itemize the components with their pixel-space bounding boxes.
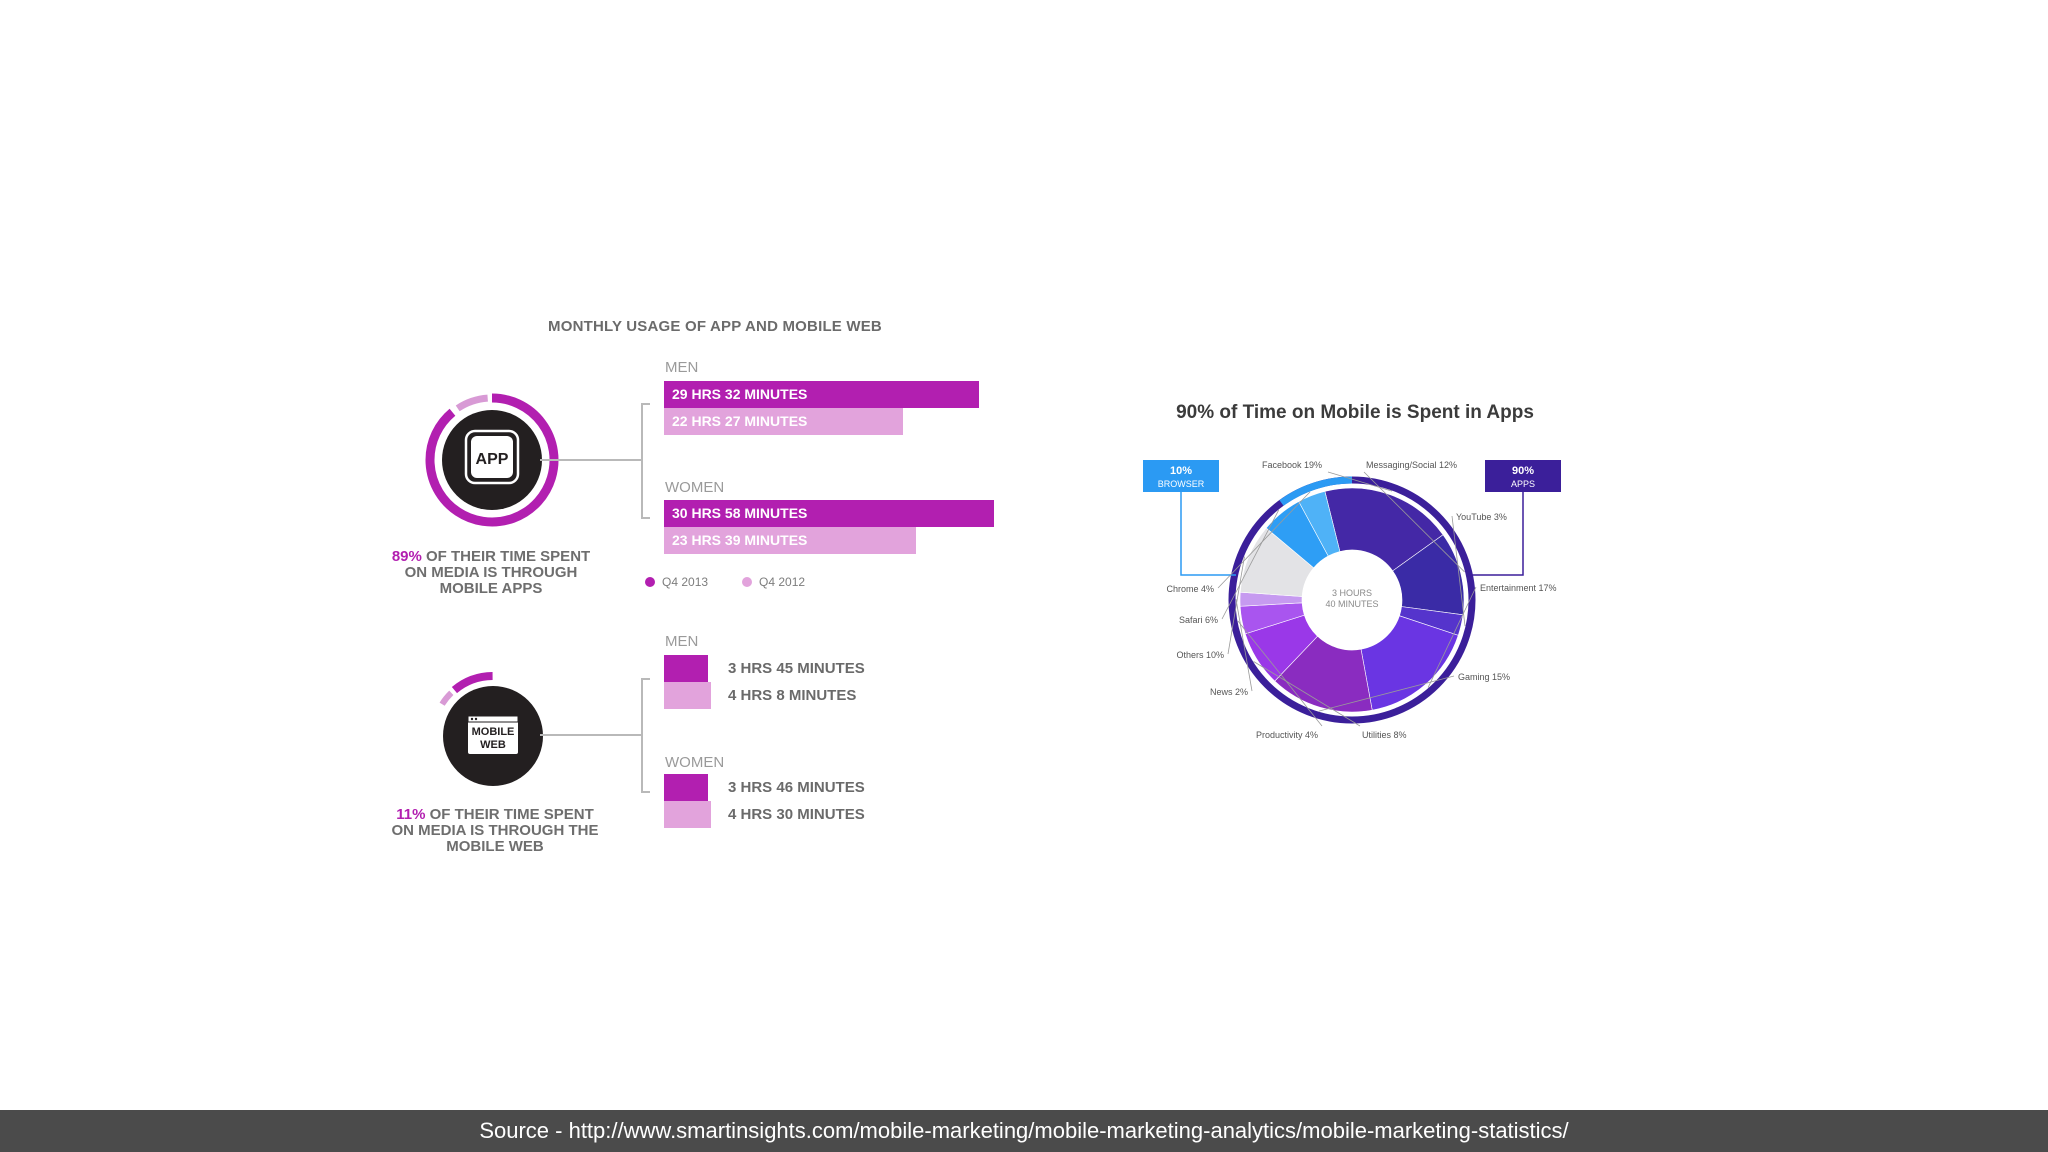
- browser-share-box: [1143, 460, 1219, 492]
- browser-outer-ring: [1279, 476, 1353, 506]
- browser-leader: [1180, 492, 1236, 576]
- donut-leader-line: [1318, 675, 1455, 712]
- web-icon-label-2: WEB: [480, 739, 506, 751]
- web-icon-window: [468, 716, 518, 754]
- donut-leader-line: [1363, 471, 1465, 573]
- web-women-q4-2013-square: [664, 774, 708, 801]
- donut-leader-line: [1235, 599, 1253, 692]
- apps-share-box: [1485, 460, 1561, 492]
- donut-label-safari: Safari 6%: [1179, 615, 1218, 625]
- legend-q4-2012-label: Q4 2012: [759, 575, 806, 589]
- web-ring-q4-2013: [451, 672, 493, 694]
- donut-leader-line: [1451, 515, 1466, 627]
- app-ring-q4-2012: [455, 394, 489, 412]
- legend-dot-q4-2012: [742, 577, 752, 587]
- app-ring-q4-2013: [425, 393, 559, 527]
- app-usage-ring: APP: [425, 393, 559, 527]
- web-men-q4-2013-label: 3 HRS 45 MINUTES: [728, 660, 865, 677]
- web-icon-label-1: MOBILE: [472, 726, 515, 738]
- web-men-label: MEN: [665, 633, 699, 650]
- app-caption-line1: OF THEIR TIME SPENT: [421, 548, 591, 565]
- app-icon-tile: [471, 436, 513, 478]
- donut-leader-line: [1253, 661, 1361, 727]
- donut-label-productivity: Productivity 4%: [1256, 730, 1318, 740]
- source-footer: Source - http://www.smartinsights.com/mo…: [0, 1110, 2048, 1152]
- web-bracket: [540, 678, 650, 793]
- web-caption-pct: 11%: [396, 806, 426, 823]
- donut-leader-line: [1327, 471, 1393, 492]
- app-bracket: [540, 403, 650, 519]
- donut-leader-line: [1227, 556, 1245, 655]
- web-usage-ring: MOBILE WEB: [439, 672, 543, 786]
- web-women-q4-2012-square: [664, 801, 711, 828]
- donut-leader-line: [1237, 620, 1323, 727]
- app-icon-label: APP: [476, 451, 509, 468]
- browser-share-pct: 10%: [1170, 465, 1192, 477]
- donut-leader-line: [1217, 491, 1311, 589]
- app-caption-pct: 89%: [391, 548, 422, 565]
- bar-app-men-q4-2013: 29 HRS 32 MINUTES: [664, 381, 979, 408]
- legend-q4-2013-label: Q4 2013: [662, 575, 709, 589]
- donut-leader-line: [1221, 509, 1280, 620]
- web-men-q4-2012-label: 4 HRS 8 MINUTES: [728, 687, 857, 704]
- bar-label: 29 HRS 32 MINUTES: [672, 386, 808, 402]
- donut-chart: 3 HOURS 40 MINUTES 10% BROWSER 90% APPS …: [1143, 460, 1561, 740]
- donut-label-youtube: YouTube 3%: [1456, 512, 1507, 522]
- donut-hole: [1302, 550, 1402, 650]
- bar-label: 30 HRS 58 MINUTES: [672, 505, 808, 521]
- web-caption-line2: ON MEDIA IS THROUGH THE: [391, 822, 599, 839]
- web-women-label: WOMEN: [665, 754, 725, 771]
- donut-center-line-1: 3 HOURS: [1332, 588, 1372, 598]
- web-women-q4-2012-label: 4 HRS 30 MINUTES: [728, 806, 865, 823]
- apps-share-pct: 90%: [1512, 465, 1534, 477]
- app-caption: 89% OF THEIR TIME SPENT ON MEDIA IS THRO…: [371, 549, 611, 597]
- donut-chart-title: 90% of Time on Mobile is Spent in Apps: [1176, 402, 1534, 423]
- donut-center-line-2: 40 MINUTES: [1325, 599, 1378, 609]
- donut-label-others: Others 10%: [1176, 650, 1224, 660]
- bar-app-women-q4-2013: 30 HRS 58 MINUTES: [664, 500, 994, 527]
- donut-label-entertainment: Entertainment 17%: [1480, 583, 1557, 593]
- web-caption-line3: MOBILE WEB: [446, 838, 544, 855]
- donut-label-utilities: Utilities 8%: [1362, 730, 1407, 740]
- app-icon-frame: [464, 429, 520, 485]
- apps-leader: [1472, 492, 1524, 576]
- left-chart-title: MONTHLY USAGE OF APP AND MOBILE WEB: [548, 318, 882, 335]
- legend-q4-2013: Q4 2013: [645, 575, 708, 589]
- app-caption-line2: ON MEDIA IS THROUGH: [404, 564, 578, 581]
- web-caption: 11% OF THEIR TIME SPENT ON MEDIA IS THRO…: [375, 807, 615, 855]
- bar-app-men-q4-2012: 22 HRS 27 MINUTES: [664, 408, 904, 435]
- legend-dot-q4-2013: [645, 577, 655, 587]
- browser-share-label: BROWSER: [1158, 479, 1205, 489]
- web-men-q4-2012-square: [664, 682, 711, 709]
- app-women-label: WOMEN: [665, 479, 725, 496]
- web-caption-line1: OF THEIR TIME SPENT: [425, 806, 594, 823]
- donut-leader-line: [1427, 586, 1477, 688]
- bar-label: 22 HRS 27 MINUTES: [672, 413, 808, 429]
- donut-label-messaging-social: Messaging/Social 12%: [1366, 460, 1457, 470]
- app-caption-line3: MOBILE APPS: [439, 580, 543, 597]
- web-men-q4-2013-square: [664, 655, 708, 682]
- bar-app-women-q4-2012: 23 HRS 39 MINUTES: [664, 527, 917, 554]
- apps-share-label: APPS: [1511, 479, 1535, 489]
- donut-label-chrome: Chrome 4%: [1166, 584, 1214, 594]
- donut-label-facebook: Facebook 19%: [1262, 460, 1322, 470]
- web-women-q4-2013-label: 3 HRS 46 MINUTES: [728, 779, 865, 796]
- web-ring-q4-2012: [439, 690, 454, 706]
- app-men-label: MEN: [665, 359, 699, 376]
- legend-q4-2012: Q4 2012: [742, 575, 805, 589]
- bar-label: 23 HRS 39 MINUTES: [672, 532, 808, 548]
- donut-label-news: News 2%: [1210, 687, 1248, 697]
- donut-label-gaming: Gaming 15%: [1458, 672, 1510, 682]
